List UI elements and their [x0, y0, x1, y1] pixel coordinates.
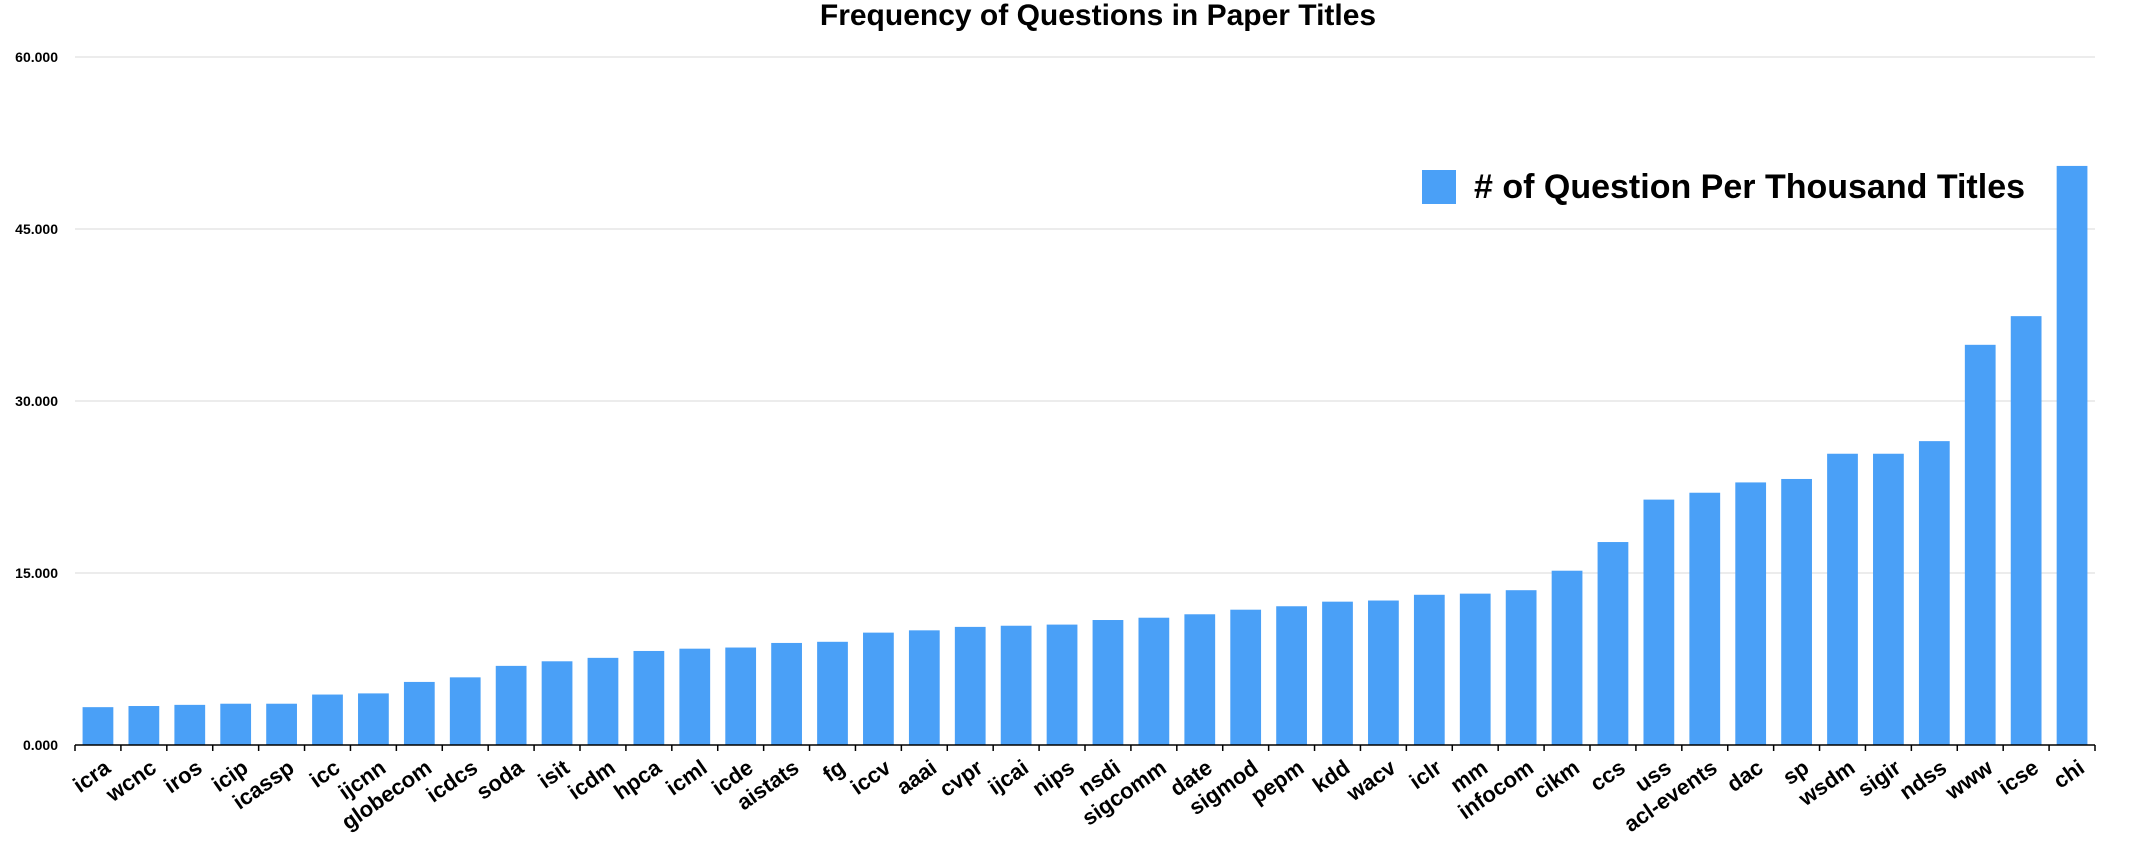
x-tick-label-wacv: wacv [1341, 754, 1401, 806]
bar-icra [82, 707, 114, 745]
bar-aaai [908, 630, 940, 745]
y-tick-label: 60.000 [15, 49, 58, 65]
x-tick-label-iclr: iclr [1405, 754, 1447, 794]
legend: # of Question Per Thousand Titles [1422, 168, 2025, 206]
bar-acl-events [1689, 492, 1721, 745]
bar-sigcomm [1138, 617, 1170, 745]
bar-nsdi [1092, 620, 1124, 745]
x-tick-label-aaai: aaai [892, 755, 941, 800]
bars [82, 165, 2088, 745]
x-tick-label-iros: iros [159, 755, 206, 799]
x-tick-label-icml: icml [661, 755, 711, 801]
y-tick-label: 45.000 [15, 221, 58, 237]
x-tick-label-acl-events: acl-events [1619, 755, 1722, 837]
bar-mm [1459, 593, 1491, 745]
x-tick-label-pepm: pepm [1246, 755, 1308, 809]
x-tick-label-ndss: ndss [1895, 755, 1951, 805]
bar-chi [2056, 165, 2088, 745]
bar-icml [679, 648, 711, 745]
bar-hpca [633, 650, 665, 745]
x-tick-label-cvpr: cvpr [935, 754, 988, 801]
bar-icassp [266, 703, 297, 745]
bar-sigmod [1230, 609, 1262, 745]
x-tick-label-ijcai: ijcai [984, 755, 1033, 800]
bar-aistats [771, 642, 802, 745]
x-tick-label-ccs: ccs [1585, 755, 1629, 797]
bar-soda [495, 665, 527, 745]
x-tick-label-dac: dac [1722, 755, 1767, 797]
bar-dac [1735, 482, 1767, 745]
bar-sp [1781, 478, 1812, 745]
bar-wcnc [128, 706, 160, 745]
bar-date [1184, 614, 1216, 745]
bar-icdcs [449, 677, 481, 745]
bar-iros [174, 704, 206, 745]
x-tick-label-hpca: hpca [609, 754, 666, 804]
legend-swatch [1422, 170, 1456, 204]
bar-icde [725, 647, 757, 745]
x-tick-label-www: www [1940, 754, 1998, 805]
y-tick-label: 30.000 [15, 393, 58, 409]
bar-fg [817, 641, 848, 745]
x-tick-label-icdcs: icdcs [422, 755, 482, 808]
bar-icse [2010, 316, 2042, 745]
y-tick-label: 15.000 [15, 565, 58, 581]
x-tick-label-iccv: iccv [846, 754, 896, 799]
bar-ijcai [1000, 625, 1032, 745]
y-tick-label: 0.000 [23, 737, 58, 753]
bar-kdd [1322, 601, 1353, 745]
bar-www [1964, 344, 1996, 745]
bar-globecom [403, 681, 435, 745]
legend-label: # of Question Per Thousand Titles [1474, 168, 2025, 206]
bar-icdm [587, 657, 619, 745]
bar-cikm [1551, 570, 1583, 745]
bar-iccv [863, 632, 894, 745]
bar-infocom [1505, 590, 1537, 745]
x-tick-label-sigir: sigir [1853, 754, 1906, 801]
x-tick-label-wcnc: wcnc [100, 755, 160, 808]
bar-nips [1046, 624, 1078, 745]
bar-cvpr [954, 626, 986, 745]
bar-isit [541, 661, 573, 745]
x-tick-label-icdm: icdm [563, 755, 619, 805]
x-tick-label-fg: fg [818, 755, 849, 787]
y-axis-ticks: 0.000 15.000 30.000 45.000 60.000 [15, 49, 58, 753]
bar-sigir [1873, 453, 1904, 745]
bar-wacv [1368, 600, 1399, 745]
x-tick-label-icse: icse [1994, 755, 2043, 800]
bar-iclr [1413, 594, 1445, 745]
chart-title: Frequency of Questions in Paper Titles [820, 0, 1376, 32]
bar-icc [312, 694, 343, 745]
bar-uss [1643, 499, 1675, 745]
bar-pepm [1276, 606, 1307, 745]
x-tick-label-chi: chi [2049, 755, 2089, 794]
bar-ijcnn [358, 693, 389, 745]
x-axis [74, 744, 2096, 751]
bar-icip [220, 703, 252, 745]
x-tick-label-cikm: cikm [1528, 755, 1583, 804]
x-tick-label-nips: nips [1028, 755, 1079, 801]
bar-ccs [1597, 542, 1629, 745]
bar-ndss [1918, 441, 1950, 745]
bar-wsdm [1827, 453, 1858, 745]
x-tick-label-soda: soda [472, 754, 529, 804]
